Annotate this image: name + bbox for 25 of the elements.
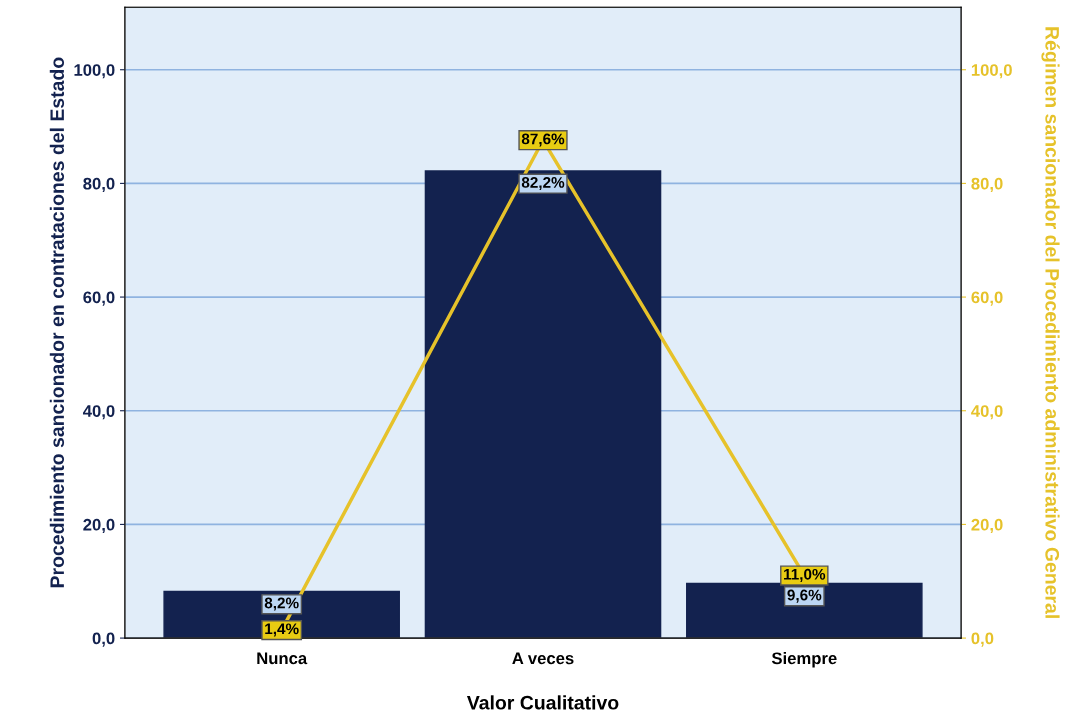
x-tick-label: Nunca — [257, 652, 308, 665]
y2-tick-label: 40,0 — [971, 405, 1003, 420]
y-tick-label: 80,0 — [83, 177, 115, 193]
y2-axis-title: Régimen sancionador del Procedimiento administrativo General — [1041, 27, 1060, 618]
y2-tick-label: 20,0 — [971, 518, 1003, 534]
y2-tick-label: 80,0 — [971, 177, 1003, 193]
y2-tick-label: 100,0 — [971, 64, 1012, 79]
y-tick-label: 20,0 — [83, 518, 115, 534]
data-label: 87,6% — [521, 133, 565, 147]
x-tick-label: A veces — [512, 652, 574, 665]
y-tick-label: 0,0 — [92, 632, 115, 647]
bar — [686, 582, 923, 639]
data-label: 9,6% — [787, 589, 822, 603]
y-tick-label: 60,0 — [83, 291, 115, 306]
y2-tick-label: 0,0 — [971, 632, 994, 647]
y-tick-label: 40,0 — [82, 405, 115, 420]
y-tick-label: 100,0 — [74, 64, 115, 79]
data-label: 11,0% — [784, 568, 826, 582]
y-axis-title: Procedimiento sancionador en contrataciones del Estado — [49, 57, 65, 588]
data-label: 8,2% — [264, 597, 299, 611]
data-label: 82,2% — [521, 176, 565, 191]
x-tick-label: Siempre — [771, 651, 837, 668]
y2-tick-label: 60,0 — [971, 291, 1003, 306]
bar — [424, 170, 662, 639]
x-axis-title: Valor Cualitativo — [466, 695, 619, 710]
